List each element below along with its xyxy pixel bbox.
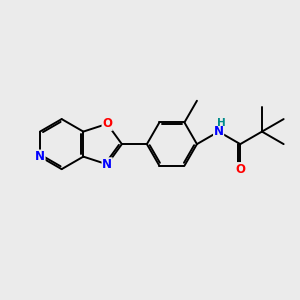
Text: O: O [235, 163, 245, 176]
Text: N: N [102, 158, 112, 171]
Text: N: N [214, 125, 224, 138]
Text: N: N [35, 150, 45, 163]
Text: H: H [217, 118, 225, 128]
Text: O: O [102, 117, 112, 130]
